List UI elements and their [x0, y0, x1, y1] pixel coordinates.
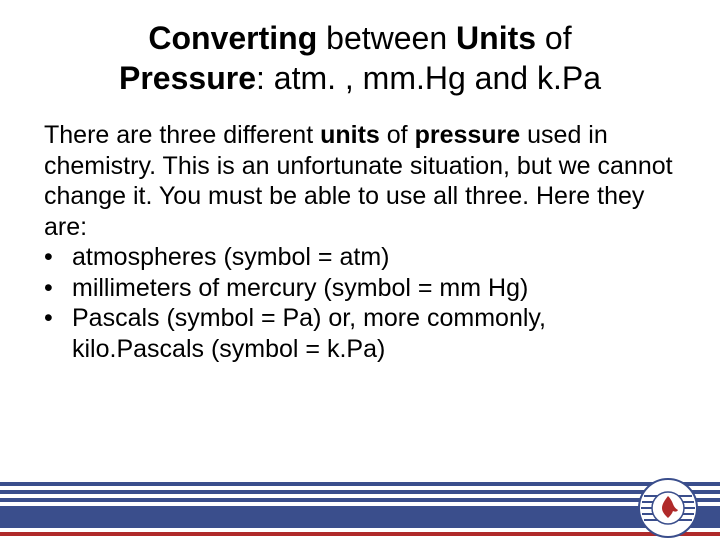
intro-seg4: pressure	[415, 121, 521, 149]
bullet-text: millimeters of mercury (symbol = mm Hg)	[72, 273, 528, 304]
bullet-text: Pascals (symbol = Pa) or, more commonly,…	[72, 303, 680, 364]
bullet-dot-icon: •	[44, 303, 72, 364]
title-seg2: between	[317, 20, 456, 56]
footer-stripe	[0, 490, 720, 494]
title-seg5: Pressure	[119, 60, 256, 96]
title-seg4: of	[536, 20, 572, 56]
title-seg6: : atm. , mm.Hg and k.Pa	[256, 60, 601, 96]
intro-seg1: There are three different	[44, 121, 320, 149]
footer-stripe	[0, 482, 720, 486]
intro-seg2: units	[320, 121, 380, 149]
bullet-item: • atmospheres (symbol = atm)	[40, 242, 680, 273]
slide-footer	[0, 482, 720, 540]
footer-logo-icon	[638, 478, 698, 538]
bullet-dot-icon: •	[44, 242, 72, 273]
footer-stripe	[0, 506, 720, 528]
intro-paragraph: There are three different units of press…	[40, 120, 680, 242]
intro-seg3: of	[380, 121, 415, 149]
title-seg3: Units	[456, 20, 536, 56]
footer-stripe	[0, 498, 720, 502]
footer-stripe	[0, 532, 720, 536]
slide: Converting between Units of Pressure: at…	[0, 0, 720, 540]
bullet-item: • millimeters of mercury (symbol = mm Hg…	[40, 273, 680, 304]
title-seg1: Converting	[148, 20, 317, 56]
bullet-text: atmospheres (symbol = atm)	[72, 242, 389, 273]
bullet-item: • Pascals (symbol = Pa) or, more commonl…	[40, 303, 680, 364]
slide-title: Converting between Units of Pressure: at…	[40, 18, 680, 98]
bullet-dot-icon: •	[44, 273, 72, 304]
